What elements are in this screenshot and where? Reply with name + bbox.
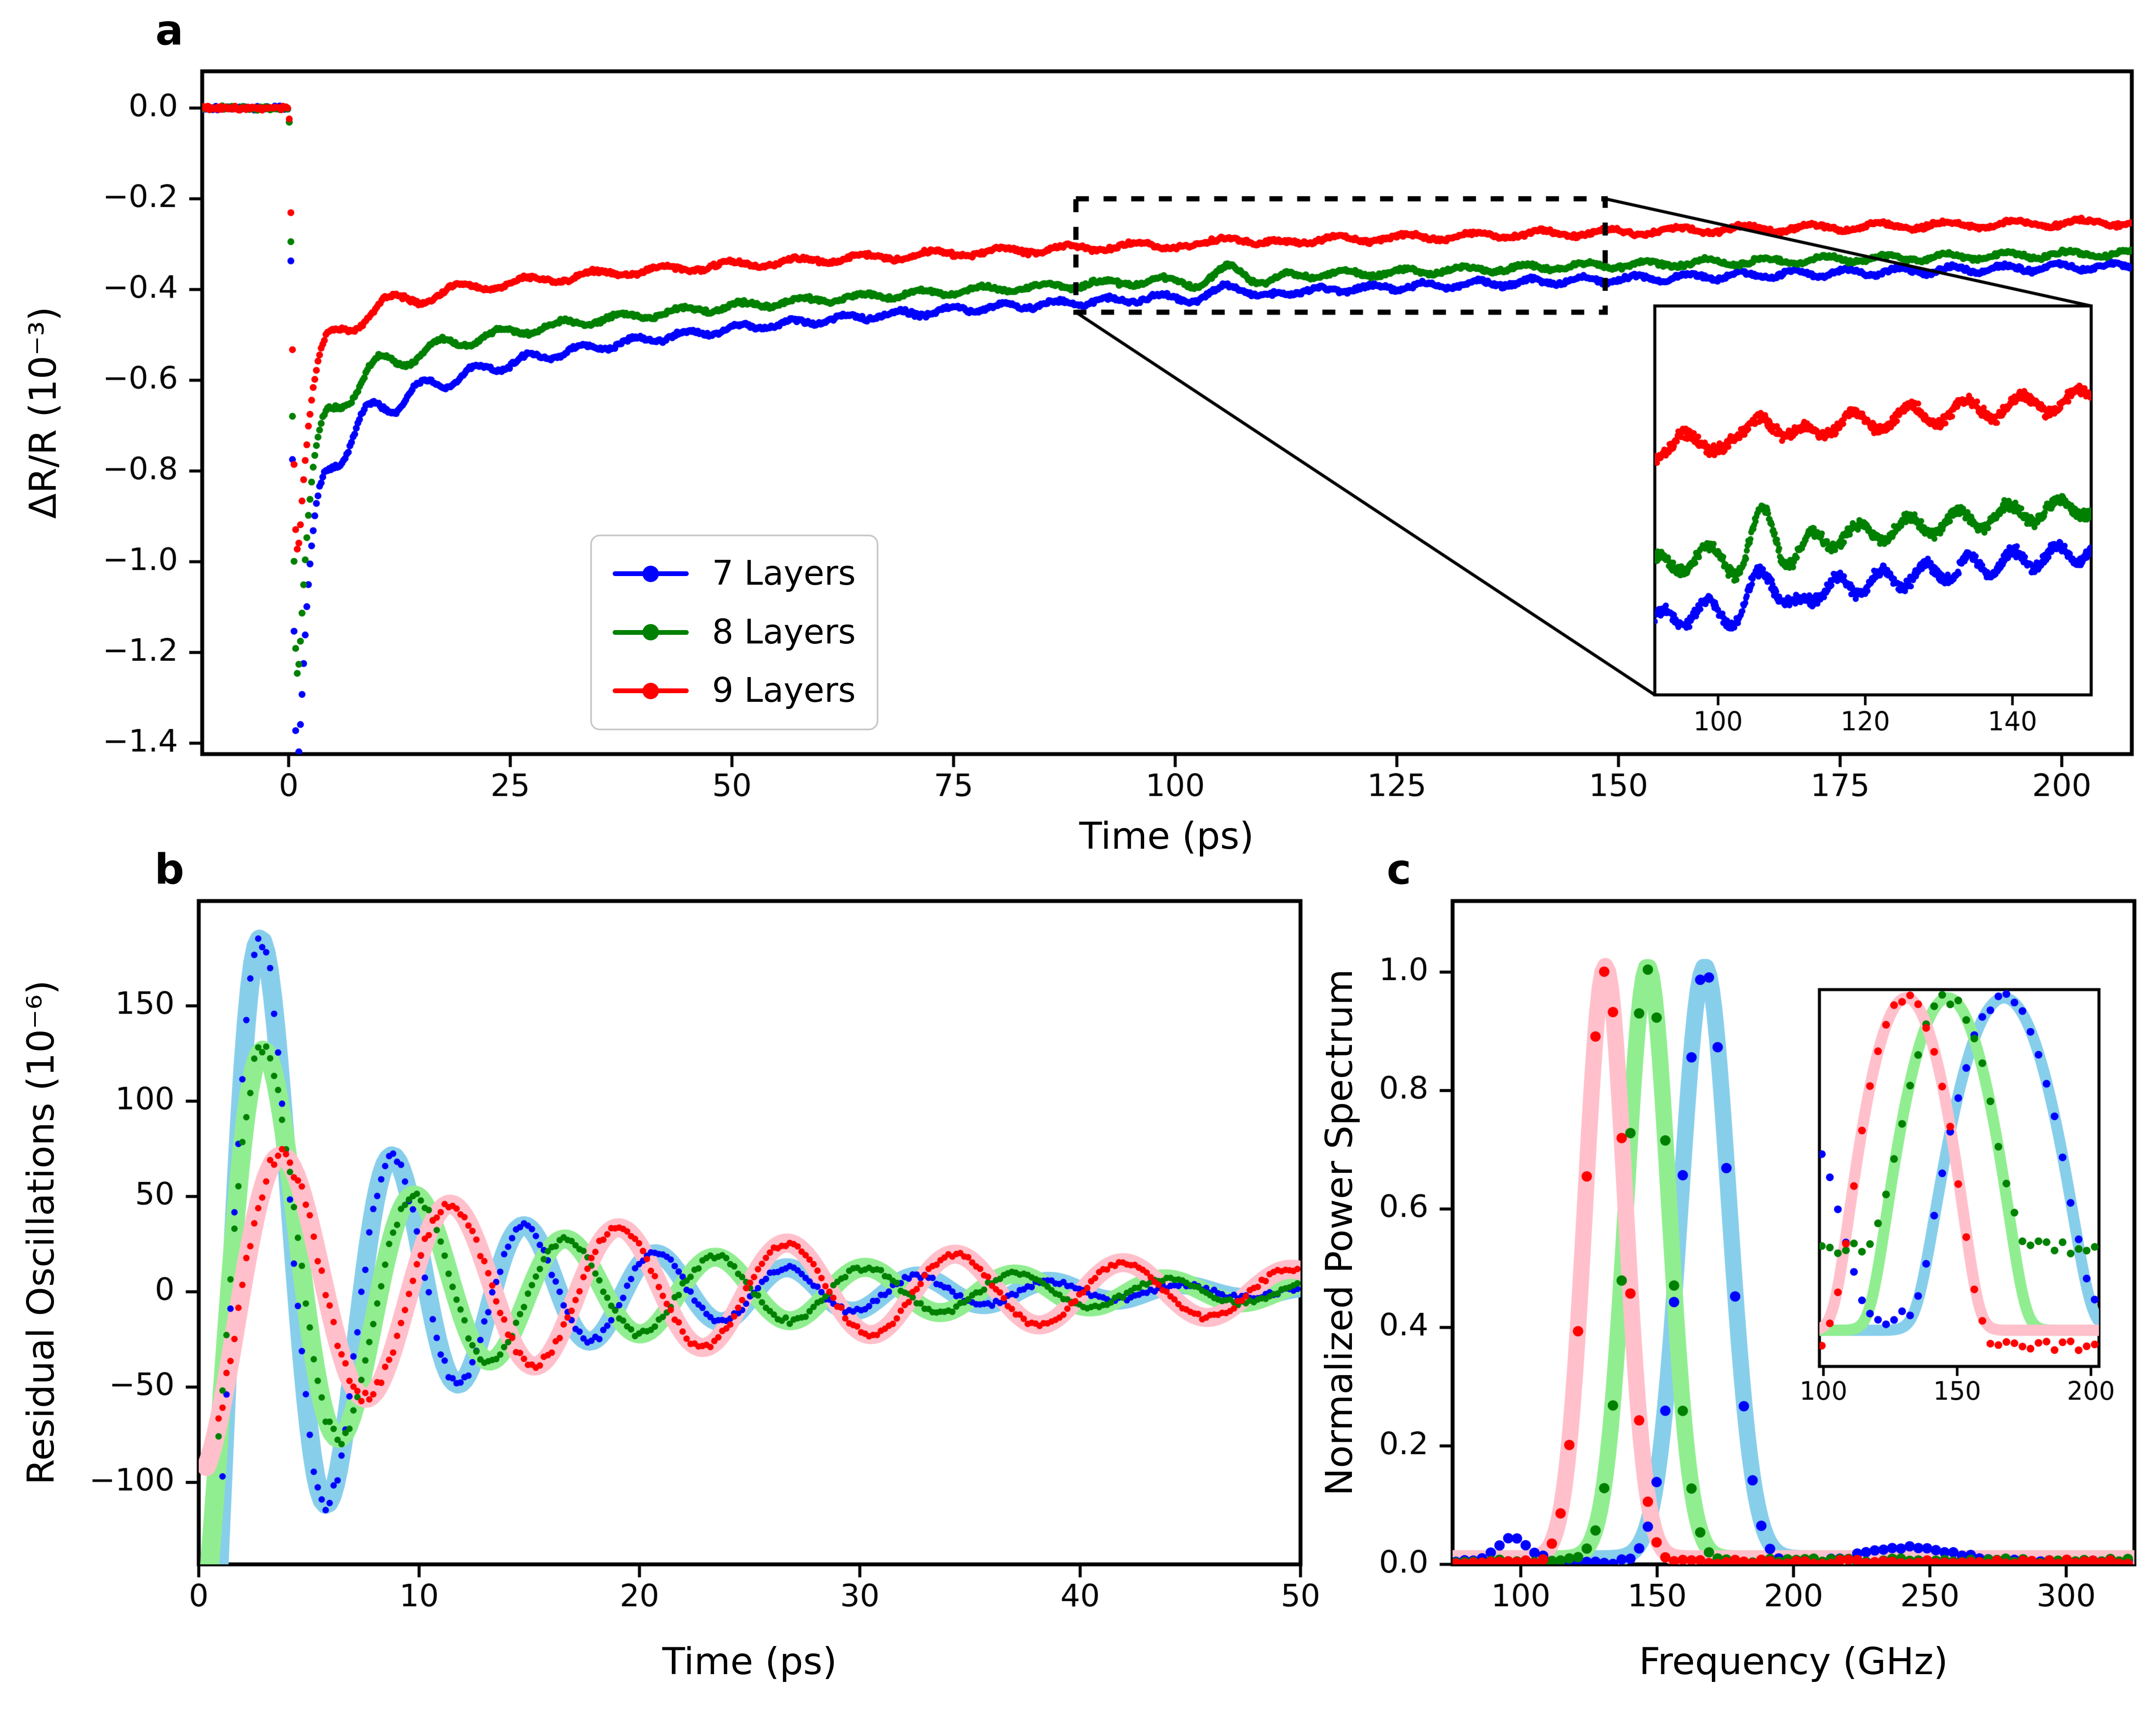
panel-a-y-axis-label: ΔR/R (10⁻³) bbox=[22, 306, 65, 519]
panel-a-letter: a bbox=[155, 6, 184, 54]
legend-line-marker-red bbox=[613, 688, 689, 694]
legend-item-9-layers: 9 Layers bbox=[613, 671, 856, 711]
legend-item-7-layers: 7 Layers bbox=[613, 554, 856, 594]
legend-line-marker-blue bbox=[613, 571, 689, 576]
legend-label-7-layers: 7 Layers bbox=[712, 554, 856, 593]
legend: 7 Layers 8 Layers 9 Layers bbox=[590, 535, 878, 730]
panel-a-x-axis-label: Time (ps) bbox=[1079, 815, 1254, 858]
panel-c-x-axis-label: Frequency (GHz) bbox=[1639, 1640, 1948, 1683]
panel-b-letter: b bbox=[154, 845, 184, 894]
panel-c-letter: c bbox=[1386, 845, 1412, 894]
panel-c-y-axis-label: Normalized Power Spectrum bbox=[1318, 969, 1361, 1496]
panel-b-x-axis-label: Time (ps) bbox=[662, 1640, 837, 1683]
legend-label-8-layers: 8 Layers bbox=[712, 612, 856, 652]
legend-label-9-layers: 9 Layers bbox=[712, 671, 856, 710]
legend-line-marker-green bbox=[613, 630, 689, 635]
panel-b-y-axis-label: Residual Oscillations (10⁻⁶) bbox=[19, 980, 63, 1485]
legend-item-8-layers: 8 Layers bbox=[613, 612, 856, 653]
